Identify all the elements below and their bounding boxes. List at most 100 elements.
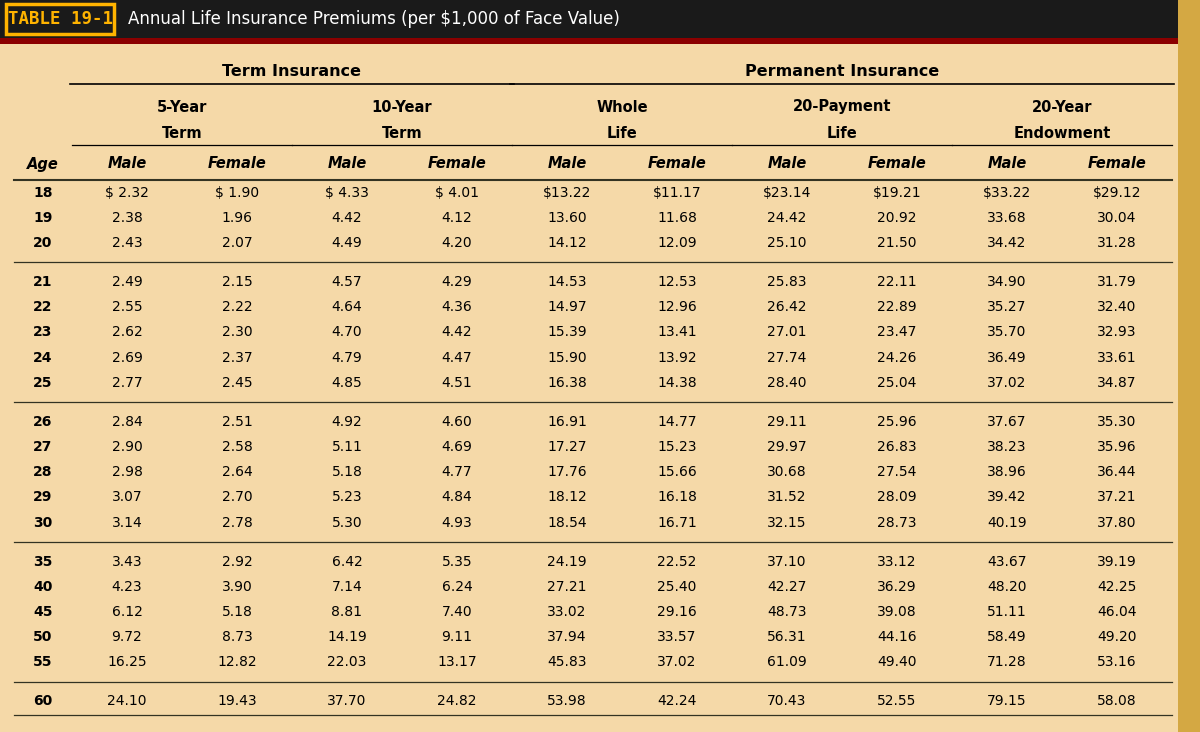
Text: 70.43: 70.43 (767, 695, 806, 709)
Text: 19.43: 19.43 (217, 695, 257, 709)
Text: $23.14: $23.14 (763, 186, 811, 200)
Text: Life: Life (827, 127, 857, 141)
Text: 24.42: 24.42 (767, 211, 806, 225)
Text: 12.09: 12.09 (658, 236, 697, 250)
Text: 39.42: 39.42 (988, 490, 1027, 504)
Text: 36.29: 36.29 (877, 580, 917, 594)
Text: 49.20: 49.20 (1097, 630, 1136, 644)
Text: 24.10: 24.10 (107, 695, 146, 709)
Text: 9.72: 9.72 (112, 630, 143, 644)
Text: 3.90: 3.90 (222, 580, 252, 594)
Text: 36.44: 36.44 (1097, 466, 1136, 479)
Text: 25.83: 25.83 (767, 275, 806, 289)
Text: 32.15: 32.15 (767, 515, 806, 529)
Text: 18: 18 (34, 186, 53, 200)
Text: 52.55: 52.55 (877, 695, 917, 709)
Text: 5.23: 5.23 (331, 490, 362, 504)
Text: 8.81: 8.81 (331, 605, 362, 619)
Text: Age: Age (28, 157, 59, 171)
Text: 2.64: 2.64 (222, 466, 252, 479)
Text: 56.31: 56.31 (767, 630, 806, 644)
Text: 10-Year: 10-Year (372, 100, 432, 114)
Text: 58.08: 58.08 (1097, 695, 1136, 709)
Text: 22.03: 22.03 (328, 655, 367, 669)
Text: 4.93: 4.93 (442, 515, 473, 529)
Text: 20: 20 (34, 236, 53, 250)
Text: 25.96: 25.96 (877, 415, 917, 429)
Text: 27.01: 27.01 (767, 326, 806, 340)
Text: 5.30: 5.30 (331, 515, 362, 529)
Text: 4.64: 4.64 (331, 300, 362, 314)
Text: 36.49: 36.49 (988, 351, 1027, 365)
Text: 24.26: 24.26 (877, 351, 917, 365)
Text: 22.11: 22.11 (877, 275, 917, 289)
Text: 38.96: 38.96 (988, 466, 1027, 479)
Text: 2.49: 2.49 (112, 275, 143, 289)
Text: 7.40: 7.40 (442, 605, 473, 619)
Text: 27: 27 (34, 440, 53, 454)
Text: 40.19: 40.19 (988, 515, 1027, 529)
Text: 37.70: 37.70 (328, 695, 367, 709)
Text: 49.40: 49.40 (877, 655, 917, 669)
Text: 42.24: 42.24 (658, 695, 697, 709)
Text: 35.30: 35.30 (1097, 415, 1136, 429)
Text: 5.18: 5.18 (222, 605, 252, 619)
Text: Whole: Whole (596, 100, 648, 114)
Text: 2.78: 2.78 (222, 515, 252, 529)
Text: Male: Male (547, 157, 587, 171)
Text: $29.12: $29.12 (1093, 186, 1141, 200)
Text: 2.43: 2.43 (112, 236, 143, 250)
Text: 26.83: 26.83 (877, 440, 917, 454)
Text: 4.57: 4.57 (331, 275, 362, 289)
Text: 37.02: 37.02 (988, 376, 1027, 389)
Text: 39.19: 39.19 (1097, 555, 1136, 569)
Text: 34.42: 34.42 (988, 236, 1027, 250)
Text: $13.22: $13.22 (542, 186, 592, 200)
Text: 42.27: 42.27 (767, 580, 806, 594)
Text: 13.60: 13.60 (547, 211, 587, 225)
Text: Life: Life (607, 127, 637, 141)
Text: 4.23: 4.23 (112, 580, 143, 594)
Text: 43.67: 43.67 (988, 555, 1027, 569)
Text: 37.80: 37.80 (1097, 515, 1136, 529)
Text: Female: Female (427, 157, 486, 171)
Text: 5-Year: 5-Year (157, 100, 208, 114)
Text: 16.25: 16.25 (107, 655, 146, 669)
Text: 4.77: 4.77 (442, 466, 473, 479)
Text: 60: 60 (34, 695, 53, 709)
Text: 15.90: 15.90 (547, 351, 587, 365)
Text: 40: 40 (34, 580, 53, 594)
Text: $11.17: $11.17 (653, 186, 701, 200)
Text: 3.43: 3.43 (112, 555, 143, 569)
Text: 33.68: 33.68 (988, 211, 1027, 225)
Text: 2.70: 2.70 (222, 490, 252, 504)
Text: 14.97: 14.97 (547, 300, 587, 314)
Text: 2.84: 2.84 (112, 415, 143, 429)
Text: 23: 23 (34, 326, 53, 340)
Text: 15.66: 15.66 (658, 466, 697, 479)
Text: 8.73: 8.73 (222, 630, 252, 644)
Text: 27.54: 27.54 (877, 466, 917, 479)
Bar (6, 4, 114, 34)
Text: 44.16: 44.16 (877, 630, 917, 644)
Text: 48.20: 48.20 (988, 580, 1027, 594)
Text: 2.58: 2.58 (222, 440, 252, 454)
Text: 37.94: 37.94 (547, 630, 587, 644)
Text: Permanent Insurance: Permanent Insurance (745, 64, 940, 80)
Text: 14.12: 14.12 (547, 236, 587, 250)
Text: 53.16: 53.16 (1097, 655, 1136, 669)
Text: 17.76: 17.76 (547, 466, 587, 479)
Text: 4.47: 4.47 (442, 351, 473, 365)
Text: 6.24: 6.24 (442, 580, 473, 594)
Text: 35.27: 35.27 (988, 300, 1027, 314)
Text: 3.07: 3.07 (112, 490, 143, 504)
Text: 16.18: 16.18 (658, 490, 697, 504)
Text: 2.45: 2.45 (222, 376, 252, 389)
Bar (0, 0, 1200, 38)
Text: 12.53: 12.53 (658, 275, 697, 289)
Text: 22: 22 (34, 300, 53, 314)
Text: $33.22: $33.22 (983, 186, 1031, 200)
Text: 27.74: 27.74 (767, 351, 806, 365)
Text: 50: 50 (34, 630, 53, 644)
Text: 1.96: 1.96 (222, 211, 252, 225)
